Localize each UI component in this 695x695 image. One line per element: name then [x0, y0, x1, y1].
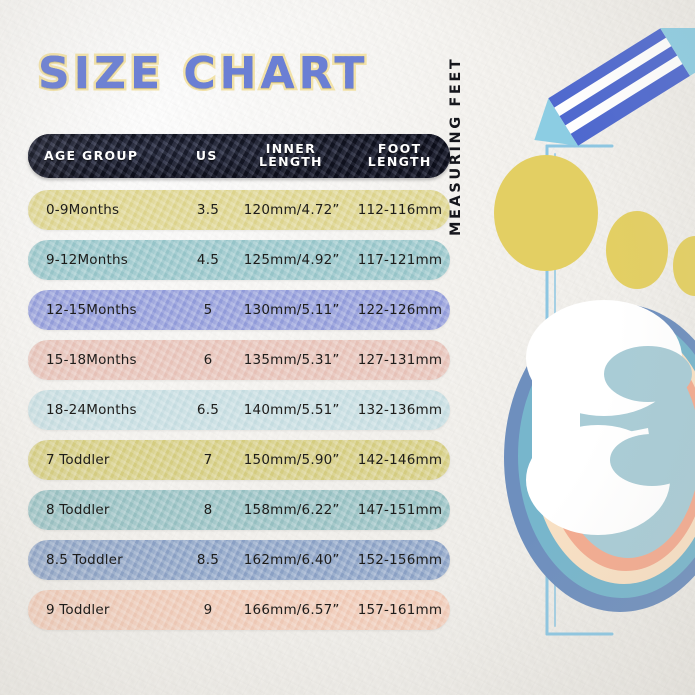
table-row: 8 Toddler 8 158mm/6.22” 147-151mm	[28, 490, 450, 530]
cell-age-group: 9-12Months	[46, 252, 128, 268]
illustration-svg	[494, 28, 695, 636]
toe-large	[494, 155, 598, 271]
table-row: 9 Toddler 9 166mm/6.57” 157-161mm	[28, 590, 450, 630]
cell-us-size: 5	[203, 302, 213, 318]
measuring-feet-illustration	[452, 28, 695, 668]
header-texture	[28, 134, 450, 178]
cell-inner-length: 140mm/5.51”	[243, 402, 340, 418]
measuring-feet-label: MEASURING FEET	[448, 56, 464, 236]
cell-age-group: 0-9Months	[46, 202, 120, 218]
column-header-foot-length: FOOT LENGTH	[367, 141, 432, 169]
table-row: 8.5 Toddler 8.5 162mm/6.40” 152-156mm	[28, 540, 450, 580]
toe-medium	[606, 211, 668, 289]
cell-inner-length: 125mm/4.92”	[243, 252, 340, 268]
cell-inner-length: 150mm/5.90”	[243, 452, 340, 468]
cell-inner-length: 158mm/6.22”	[243, 502, 340, 518]
table-row: 0-9Months 3.5 120mm/4.72” 112-116mm	[28, 190, 450, 230]
footprint-arch-notch	[604, 346, 694, 486]
cell-age-group: 18-24Months	[46, 402, 137, 418]
cell-inner-length: 130mm/5.11”	[243, 302, 340, 318]
cell-foot-length: 142-146mm	[357, 452, 443, 468]
page-title: SIZE CHART	[35, 46, 368, 102]
table-header-row: AGE GROUP US INNER LENGTH FOOT LENGTH	[28, 134, 450, 178]
size-chart-table: AGE GROUP US INNER LENGTH FOOT LENGTH 0-…	[28, 134, 450, 640]
cell-foot-length: 117-121mm	[357, 252, 443, 268]
column-header-us: US	[195, 147, 218, 163]
cell-age-group: 12-15Months	[46, 302, 137, 318]
cell-us-size: 8	[203, 502, 213, 518]
cell-inner-length: 120mm/4.72”	[243, 202, 340, 218]
cell-foot-length: 112-116mm	[357, 202, 443, 218]
cell-age-group: 8 Toddler	[46, 502, 110, 518]
cell-foot-length: 122-126mm	[357, 302, 443, 318]
cell-foot-length: 147-151mm	[357, 502, 443, 518]
cell-us-size: 3.5	[196, 202, 219, 218]
cell-foot-length: 132-136mm	[357, 402, 443, 418]
toe-small	[673, 236, 695, 296]
table-row: 7 Toddler 7 150mm/5.90” 142-146mm	[28, 440, 450, 480]
cell-inner-length: 135mm/5.31”	[243, 352, 340, 368]
table-row: 15-18Months 6 135mm/5.31” 127-131mm	[28, 340, 450, 380]
cell-age-group: 15-18Months	[46, 352, 137, 368]
cell-foot-length: 152-156mm	[357, 552, 443, 568]
cell-us-size: 9	[203, 602, 213, 618]
pencil-icon	[534, 28, 695, 146]
cell-foot-length: 127-131mm	[357, 352, 443, 368]
cell-us-size: 7	[203, 452, 213, 468]
cell-us-size: 4.5	[196, 252, 219, 268]
table-row: 9-12Months 4.5 125mm/4.92” 117-121mm	[28, 240, 450, 280]
column-header-inner-length: INNER LENGTH	[258, 141, 323, 169]
cell-age-group: 9 Toddler	[46, 602, 110, 618]
cell-us-size: 6	[203, 352, 213, 368]
cell-foot-length: 157-161mm	[357, 602, 443, 618]
cell-inner-length: 166mm/6.57”	[243, 602, 340, 618]
cell-age-group: 8.5 Toddler	[46, 552, 123, 568]
cell-inner-length: 162mm/6.40”	[243, 552, 340, 568]
table-row: 18-24Months 6.5 140mm/5.51” 132-136mm	[28, 390, 450, 430]
table-body: 0-9Months 3.5 120mm/4.72” 112-116mm 9-12Mont…	[28, 190, 450, 630]
cell-us-size: 8.5	[196, 552, 219, 568]
cell-us-size: 6.5	[196, 402, 219, 418]
table-row: 12-15Months 5 130mm/5.11” 122-126mm	[28, 290, 450, 330]
column-header-age-group: AGE GROUP	[44, 147, 139, 163]
cell-age-group: 7 Toddler	[46, 452, 110, 468]
page-title-texture: SIZE CHART	[38, 48, 369, 99]
